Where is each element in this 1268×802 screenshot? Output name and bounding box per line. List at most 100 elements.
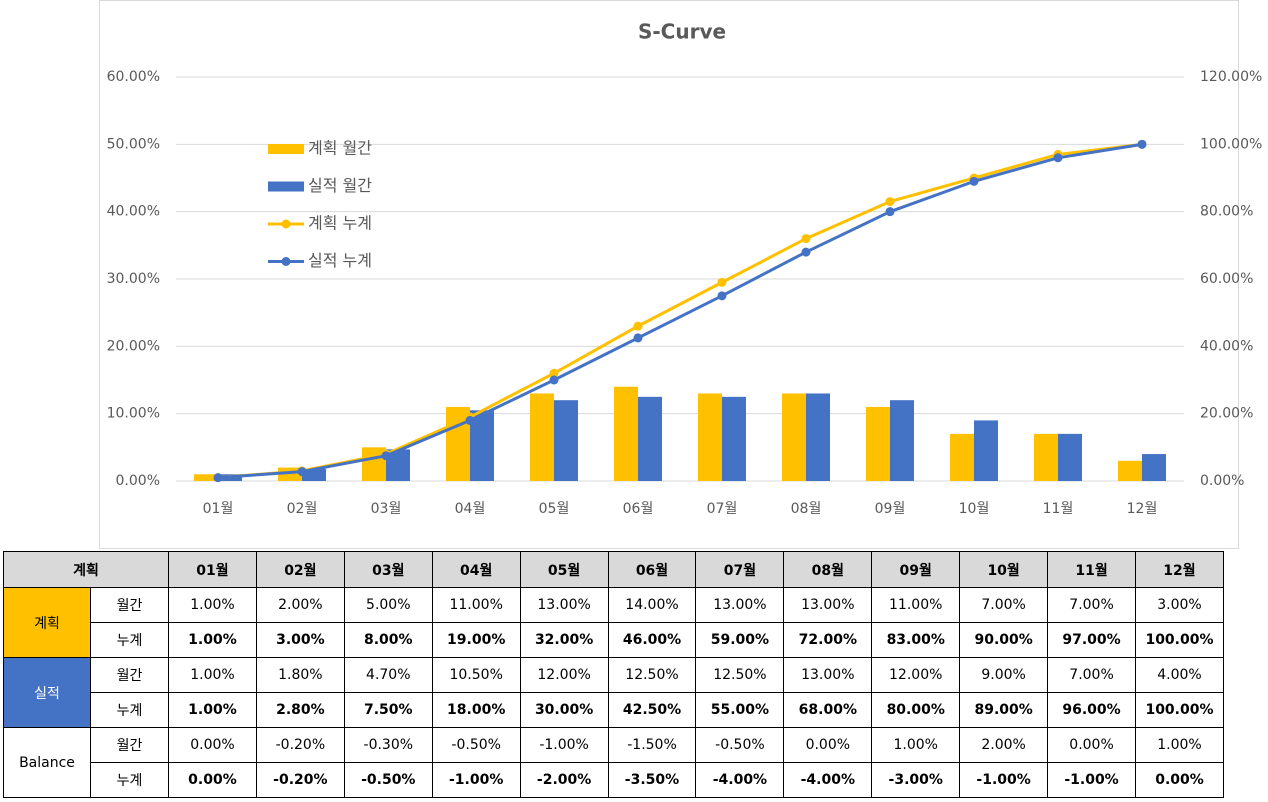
table-cell: 1.00% bbox=[168, 692, 257, 728]
marker bbox=[549, 368, 559, 378]
marker bbox=[297, 467, 307, 477]
table-cell: 2.00% bbox=[255, 587, 345, 623]
y2-tick-label: 0.00% bbox=[1200, 473, 1244, 489]
legend-swatch bbox=[268, 181, 304, 192]
table-cell: 83.00% bbox=[871, 622, 961, 658]
table-cell: -1.00% bbox=[519, 727, 609, 763]
bar bbox=[866, 406, 890, 481]
chart-title: S-Curve bbox=[638, 20, 726, 44]
bar bbox=[950, 433, 974, 481]
bar bbox=[698, 393, 722, 481]
table-cell: 5.00% bbox=[343, 587, 433, 623]
column-header: 04월 bbox=[431, 551, 521, 588]
bar bbox=[530, 393, 554, 481]
corner-header: 계획 bbox=[2, 551, 170, 588]
table-cell: -1.00% bbox=[959, 762, 1049, 798]
table-row: Balance 월간 0.00% -0.20% -0.30% -0.50% -1.00% -1… bbox=[3, 727, 1225, 798]
table-cell: 19.00% bbox=[431, 622, 521, 658]
table-cell: 59.00% bbox=[695, 622, 785, 658]
table-body: 계획 01월 02월 03월 04월 05월 06월 07월 08월 09월 10월 11월 12월 계획… bbox=[2, 551, 1225, 798]
table-cell: 32.00% bbox=[519, 622, 609, 658]
legend-label: 계획 월간 bbox=[308, 139, 372, 158]
table-cell: 68.00% bbox=[783, 692, 873, 728]
marker bbox=[717, 291, 727, 301]
legend-swatch bbox=[281, 219, 291, 229]
y2-tick-label: 60.00% bbox=[1200, 271, 1253, 287]
bar bbox=[722, 396, 746, 481]
table-row: 누계 1.00% 3.00% 8.00% 19.00% 32.00% 46.00% 59.00… bbox=[4, 622, 1225, 658]
table-cell: 3.00% bbox=[255, 622, 345, 658]
header-row: 계획 01월 02월 03월 04월 05월 06월 07월 08월 09월 10월 11월 12월 bbox=[2, 551, 1225, 588]
marker bbox=[885, 207, 895, 217]
table-cell: -4.00% bbox=[695, 762, 785, 798]
table-cell: -0.50% bbox=[431, 727, 521, 763]
x-tick-label: 02월 bbox=[287, 501, 318, 517]
x-tick-label: 12월 bbox=[1127, 501, 1158, 517]
table-cell: 11.00% bbox=[871, 587, 961, 623]
table-cell: 1.00% bbox=[1134, 727, 1225, 763]
table-cell: 2.00% bbox=[959, 727, 1049, 763]
table-cell: 55.00% bbox=[695, 692, 785, 728]
x-tick-label: 07월 bbox=[707, 501, 738, 517]
table-cell: 4.70% bbox=[343, 657, 433, 693]
column-header: 08월 bbox=[783, 551, 873, 588]
table-cell: -0.20% bbox=[255, 762, 345, 798]
row-label: 누계 bbox=[89, 622, 170, 658]
table-row: 누계 1.00% 2.80% 7.50% 18.00% 30.00% 42.50% 55.00… bbox=[4, 692, 1225, 728]
bar bbox=[806, 393, 830, 481]
table-cell: -0.30% bbox=[343, 727, 433, 763]
y2-tick-label: 120.00% bbox=[1200, 69, 1262, 85]
marker bbox=[633, 333, 643, 343]
bar bbox=[782, 393, 806, 481]
table-cell: 100.00% bbox=[1134, 692, 1225, 728]
table-cell: 1.00% bbox=[168, 657, 257, 693]
table-row: 계획 월간 1.00% 2.00% 5.00% 11.00% 13.00% 14.00% 13.… bbox=[3, 587, 1225, 658]
legend-label: 실적 누계 bbox=[308, 251, 372, 270]
marker bbox=[381, 451, 391, 461]
marker bbox=[969, 176, 979, 186]
bar bbox=[614, 386, 638, 481]
table-cell: 42.50% bbox=[607, 692, 697, 728]
legend-swatch bbox=[268, 144, 304, 154]
bar bbox=[1142, 454, 1166, 481]
row-label: 월간 bbox=[89, 587, 170, 623]
table-cell: -0.50% bbox=[695, 727, 785, 763]
table-cell: 12.50% bbox=[607, 657, 697, 693]
legend-label: 실적 월간 bbox=[308, 176, 372, 195]
column-header: 01월 bbox=[168, 551, 257, 588]
column-header: 09월 bbox=[871, 551, 961, 588]
table-cell: 1.80% bbox=[255, 657, 345, 693]
bar bbox=[1034, 433, 1058, 481]
table-cell: 80.00% bbox=[871, 692, 961, 728]
bar bbox=[890, 400, 914, 481]
column-header: 02월 bbox=[255, 551, 345, 588]
table-cell: 13.00% bbox=[783, 657, 873, 693]
table-cell: -3.50% bbox=[607, 762, 697, 798]
y-tick-label: 0.00% bbox=[116, 473, 160, 489]
table-cell: 97.00% bbox=[1047, 622, 1136, 658]
y-tick-label: 10.00% bbox=[107, 406, 160, 422]
table-cell: -4.00% bbox=[783, 762, 873, 798]
y-tick-label: 40.00% bbox=[107, 204, 160, 220]
row-label: 누계 bbox=[89, 692, 170, 728]
table-cell: 0.00% bbox=[1047, 727, 1136, 763]
table-cell: 7.00% bbox=[1047, 657, 1136, 693]
table-cell: 100.00% bbox=[1134, 622, 1225, 658]
x-tick-label: 01월 bbox=[203, 501, 234, 517]
line bbox=[217, 142, 1143, 480]
y-tick-label: 50.00% bbox=[107, 136, 160, 152]
row-label: 월간 bbox=[89, 657, 170, 693]
x-tick-label: 05월 bbox=[539, 501, 570, 517]
group-label: 실적 bbox=[3, 657, 91, 728]
table-cell: 12.00% bbox=[519, 657, 609, 693]
x-tick-label: 04월 bbox=[455, 501, 486, 517]
column-header: 12월 bbox=[1134, 551, 1225, 588]
table-cell: 96.00% bbox=[1047, 692, 1136, 728]
table-cell: 0.00% bbox=[168, 727, 257, 763]
table-cell: 30.00% bbox=[519, 692, 609, 728]
table-row: 실적 월간 1.00% 1.80% 4.70% 10.50% 12.00% 12.50% 12.… bbox=[3, 657, 1225, 728]
table-cell: 13.00% bbox=[783, 587, 873, 623]
row-label: 누계 bbox=[89, 762, 170, 798]
marker bbox=[885, 197, 895, 207]
marker bbox=[1053, 153, 1063, 163]
